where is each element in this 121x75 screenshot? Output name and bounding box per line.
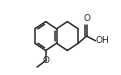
Text: OH: OH	[96, 36, 110, 45]
Text: O: O	[43, 56, 50, 65]
Text: O: O	[83, 14, 90, 23]
